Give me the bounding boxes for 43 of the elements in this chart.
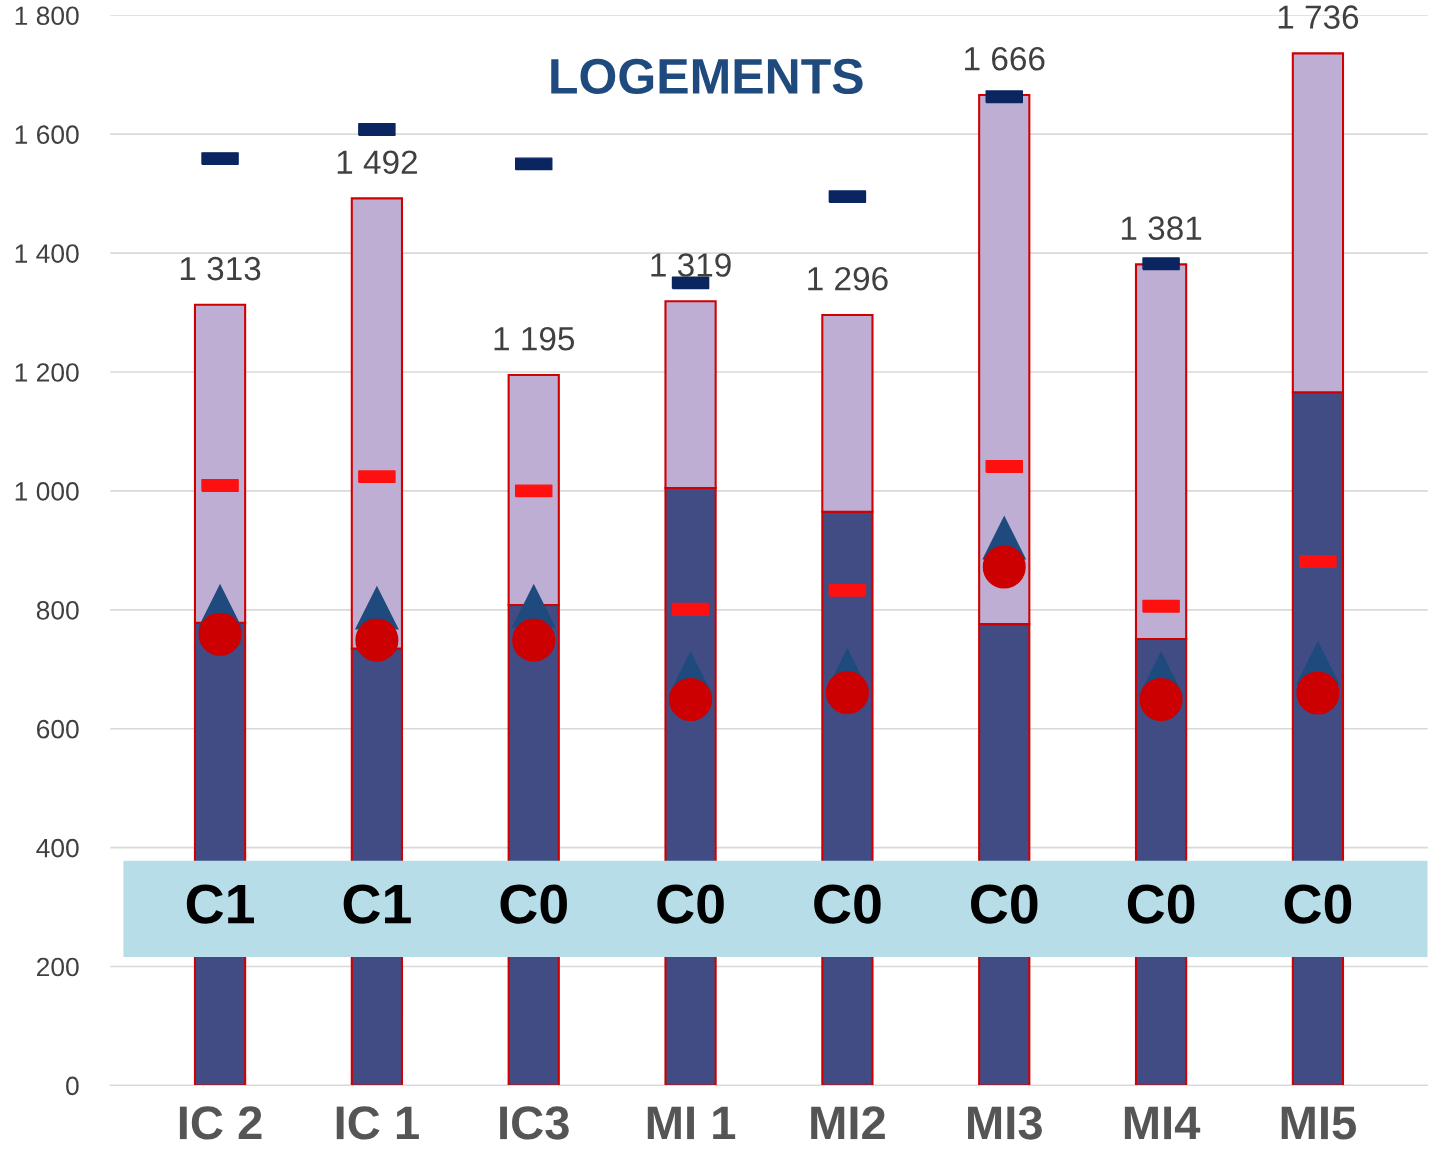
annotation: C1: [343, 884, 411, 924]
point: [355, 618, 399, 662]
total-label: 1 381: [1121, 216, 1202, 240]
y-tick-label: 1 000: [15, 482, 79, 501]
y-tick-label: 1 200: [15, 363, 79, 382]
total-label: 1 492: [337, 150, 417, 174]
total-label: 1 296: [808, 266, 888, 291]
x-tick-label: IC 2: [179, 1106, 262, 1140]
point: [669, 678, 713, 722]
y-tick-label: 600: [37, 719, 79, 739]
point: [512, 618, 556, 662]
y-tick-label: 400: [36, 838, 79, 858]
total-label: 1 666: [965, 46, 1045, 71]
annotation: C0: [814, 884, 881, 924]
point: [1139, 678, 1183, 722]
total-label: 1 195: [494, 326, 575, 351]
y-tick-label: 1 800: [15, 6, 79, 26]
annotation: C0: [1284, 884, 1352, 924]
point: [982, 545, 1026, 589]
total-label: 1 319: [651, 253, 731, 277]
annotation: C1: [186, 884, 255, 924]
x-tick-label: MI5: [1281, 1106, 1356, 1140]
x-tick-label: IC3: [500, 1106, 569, 1140]
point: [1296, 671, 1340, 715]
text: LOGEMENTS: [551, 58, 863, 95]
y-tick-label: 1 400: [15, 244, 79, 263]
point: [198, 612, 242, 656]
y-tick-label: 1 600: [15, 125, 79, 145]
annotation: C0: [1127, 884, 1195, 924]
y-tick-label: 800: [36, 600, 79, 620]
x-tick-label: IC 1: [336, 1106, 419, 1140]
annotation: C0: [971, 884, 1038, 924]
y-tick-label: 0: [66, 1076, 79, 1096]
point: [825, 670, 869, 714]
y-tick-label: 200: [37, 957, 79, 977]
total-label: 1 736: [1278, 5, 1359, 29]
x-tick-label: MI2: [811, 1106, 885, 1140]
x-tick-label: MI 1: [647, 1106, 736, 1140]
x-tick-label: MI3: [968, 1106, 1042, 1140]
x-tick-label: MI4: [1124, 1106, 1201, 1140]
annotation: C0: [500, 884, 567, 924]
annotation: C0: [657, 884, 724, 924]
total-label: 1 313: [180, 256, 261, 281]
